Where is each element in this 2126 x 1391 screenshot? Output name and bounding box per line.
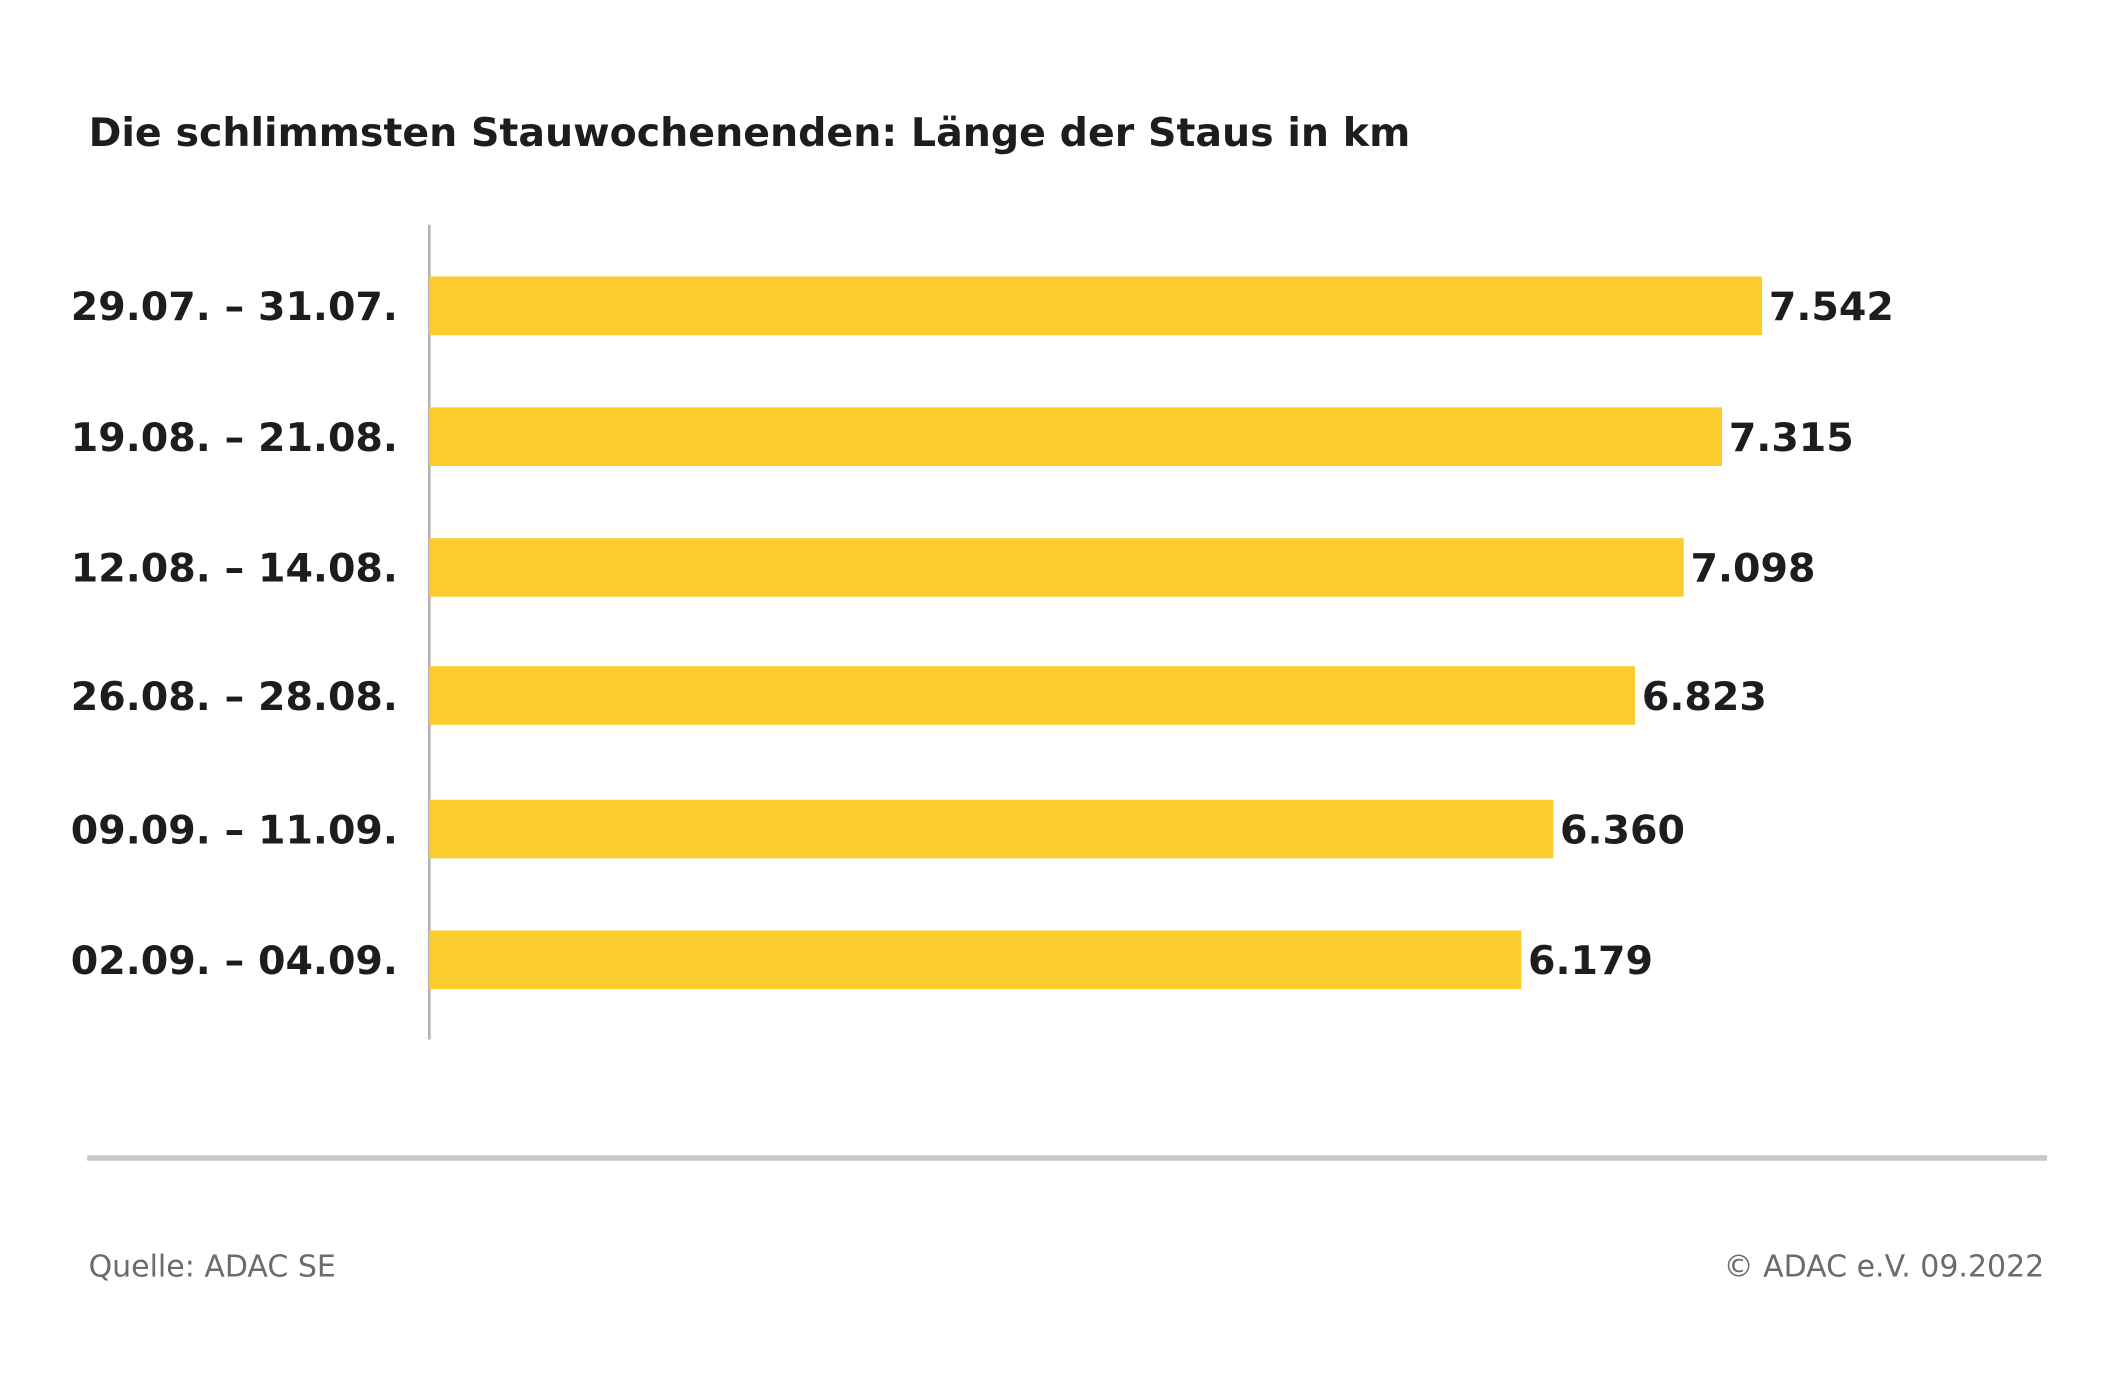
category-label: 26.08. – 28.08.	[71, 674, 398, 720]
category-label: 19.08. – 21.08.	[71, 415, 398, 461]
category-label: 02.09. – 04.09.	[71, 938, 398, 984]
category-label: 09.09. – 11.09.	[71, 807, 398, 853]
value-label: 6.179	[1528, 938, 1653, 984]
category-label: 12.08. – 14.08.	[71, 546, 398, 592]
category-label: 29.07. – 31.07.	[71, 284, 398, 330]
value-label: 7.542	[1769, 284, 1894, 330]
copyright-text: © ADAC e.V. 09.2022	[1724, 1250, 2045, 1285]
value-label: 7.315	[1729, 415, 1854, 461]
bar	[429, 538, 1684, 597]
bar	[429, 276, 1763, 336]
source-text: Quelle: ADAC SE	[89, 1250, 336, 1285]
value-label: 6.360	[1560, 807, 1685, 853]
value-label: 6.823	[1642, 674, 1767, 720]
bar	[429, 799, 1554, 859]
value-label: 7.098	[1690, 546, 1815, 592]
bar	[429, 930, 1522, 990]
bar	[429, 666, 1636, 725]
bar	[429, 407, 1723, 466]
chart-title: Die schlimmsten Stauwochenenden: Länge d…	[89, 110, 1411, 156]
